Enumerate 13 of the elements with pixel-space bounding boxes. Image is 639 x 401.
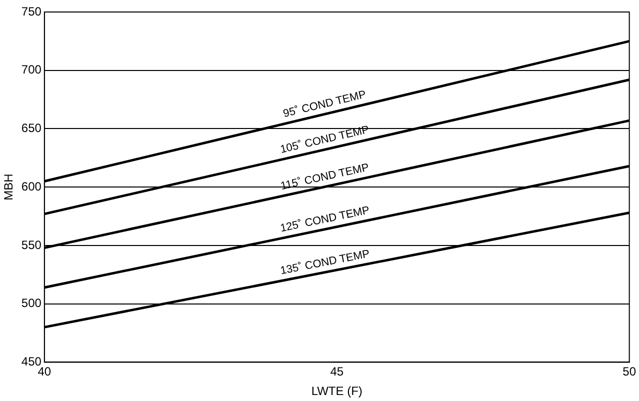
text: 125˚ COND TEMP bbox=[279, 204, 371, 235]
y-tick-label: 700 bbox=[21, 62, 42, 77]
x-axis-title: LWTE (F) bbox=[311, 384, 362, 398]
text: 135˚ COND TEMP bbox=[279, 248, 371, 278]
y-tick-label: 600 bbox=[21, 179, 42, 194]
y-axis-title: MBH bbox=[2, 174, 16, 200]
y-tick-label: 550 bbox=[21, 238, 42, 252]
y-tick-label: 750 bbox=[21, 4, 42, 18]
text: 95˚ COND TEMP bbox=[282, 88, 368, 120]
y-tick-label: 500 bbox=[21, 296, 42, 310]
y-tick-label: 650 bbox=[21, 121, 42, 136]
x-tick-label: 50 bbox=[622, 364, 636, 379]
x-tick-label: 45 bbox=[330, 364, 344, 379]
